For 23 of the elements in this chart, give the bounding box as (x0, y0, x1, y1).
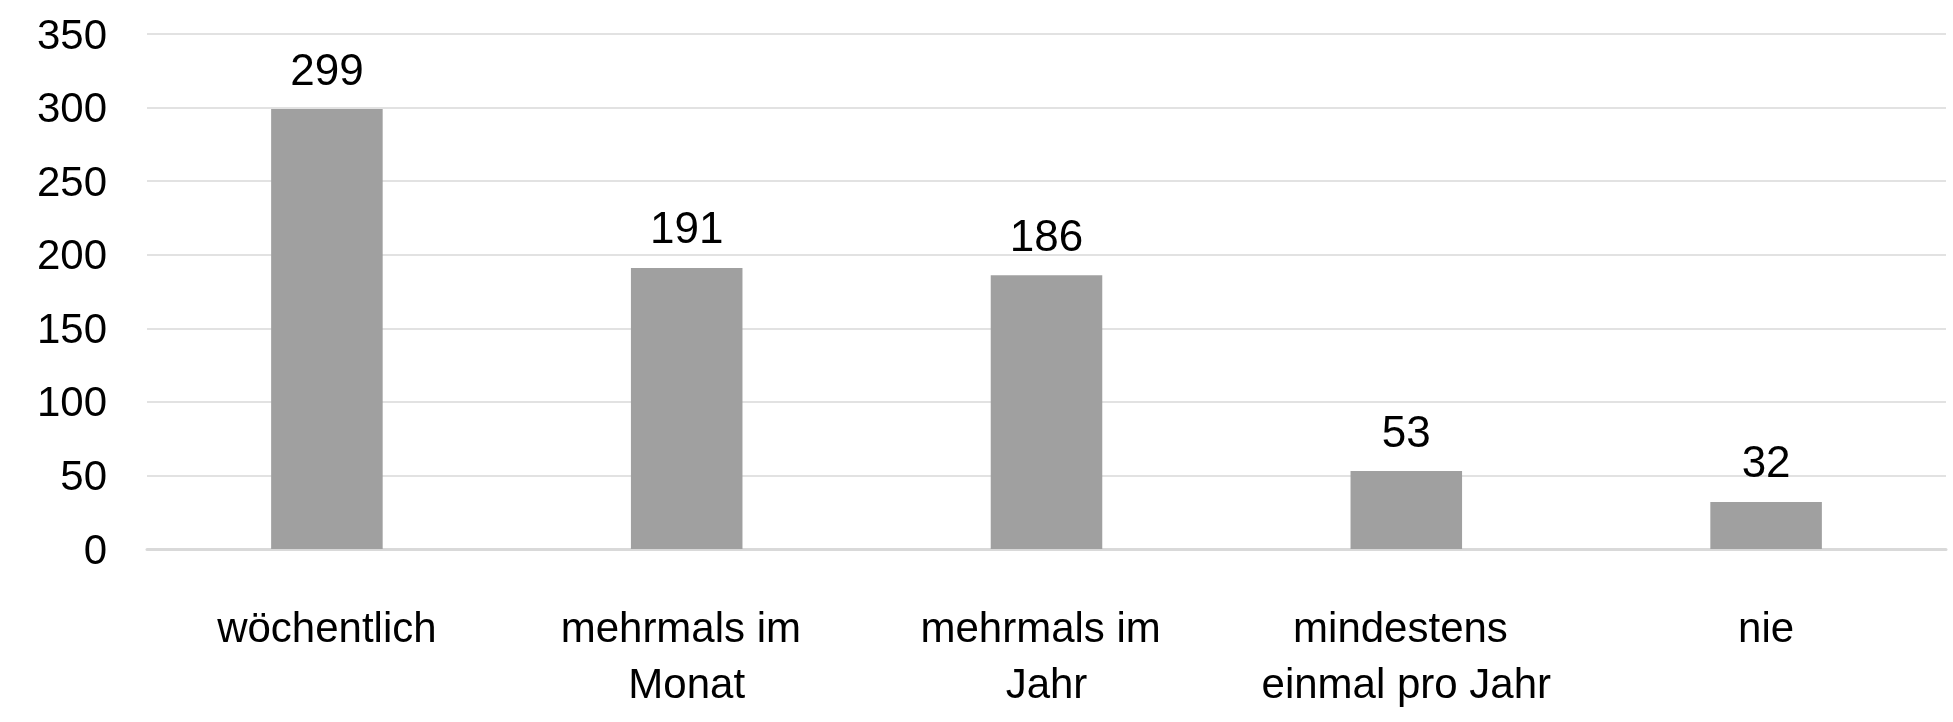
bar (1350, 471, 1463, 549)
bar (1710, 501, 1822, 549)
x-tick-label: wöchentlich (216, 603, 437, 651)
y-tick-label: 200 (36, 231, 107, 279)
y-tick-label: 300 (36, 84, 107, 132)
y-tick-label: 150 (36, 304, 107, 352)
data-label: 186 (1009, 210, 1084, 260)
bar (630, 267, 743, 549)
bar (990, 275, 1103, 549)
bar (271, 109, 383, 549)
y-tick-label: 0 (83, 525, 107, 573)
y-tick-label: 50 (60, 451, 107, 499)
data-label: 299 (290, 44, 364, 94)
y-tick-label: 250 (36, 157, 107, 205)
x-tick-label: mehrmals im Monat (560, 603, 813, 707)
y-tick-label: 350 (36, 10, 107, 58)
x-tick-label: nie (1738, 603, 1795, 651)
x-tick-label: mehrmals im Jahr (920, 603, 1173, 707)
data-label: 191 (649, 203, 724, 253)
data-label: 32 (1741, 437, 1791, 487)
x-tick-label: mindestens einmal pro Jahr (1261, 603, 1552, 707)
y-tick-label: 100 (36, 378, 107, 426)
data-label: 53 (1381, 406, 1431, 456)
